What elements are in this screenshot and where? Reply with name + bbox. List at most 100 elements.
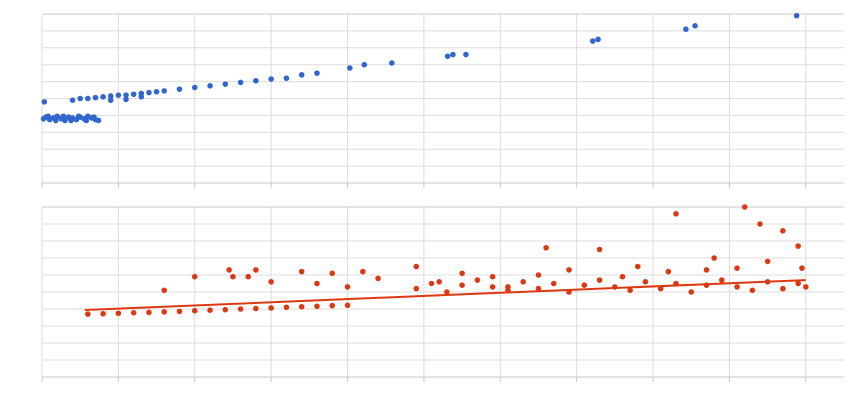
point: [793, 12, 800, 19]
point: [474, 277, 481, 283]
point: [673, 211, 679, 217]
point: [749, 287, 756, 294]
point: [489, 284, 496, 290]
point: [75, 113, 82, 120]
point: [463, 51, 469, 58]
point: [100, 310, 106, 317]
point: [489, 273, 496, 280]
point: [642, 279, 649, 285]
point: [298, 303, 305, 310]
point: [298, 72, 305, 78]
point: [268, 279, 274, 285]
point: [692, 23, 698, 29]
point: [176, 86, 183, 93]
point: [795, 243, 801, 249]
point: [130, 309, 137, 316]
point: [237, 79, 244, 86]
point: [665, 268, 672, 275]
point: [207, 83, 213, 89]
point: [146, 89, 152, 96]
point: [450, 51, 456, 58]
point: [535, 272, 542, 278]
point: [734, 265, 740, 272]
point: [83, 117, 90, 124]
point: [361, 61, 368, 68]
point: [85, 95, 91, 102]
point: [360, 268, 366, 275]
point: [329, 302, 336, 309]
point: [314, 303, 320, 310]
point: [703, 282, 710, 289]
point: [436, 279, 442, 285]
point: [612, 284, 618, 290]
point: [688, 289, 695, 295]
point: [505, 287, 511, 294]
point: [581, 282, 588, 289]
point: [161, 88, 168, 94]
point: [459, 270, 465, 277]
point: [428, 280, 435, 287]
point: [764, 258, 771, 265]
point: [253, 305, 259, 312]
point: [52, 117, 59, 124]
point: [92, 94, 99, 101]
point: [764, 279, 771, 285]
point: [100, 94, 106, 100]
point: [107, 97, 114, 103]
point: [69, 97, 76, 103]
point: [803, 284, 809, 290]
point: [347, 65, 353, 71]
point: [138, 94, 145, 100]
point: [77, 95, 83, 102]
point: [329, 270, 336, 277]
point: [520, 279, 526, 285]
point: [673, 280, 679, 287]
point: [780, 285, 786, 292]
point: [799, 265, 805, 272]
point: [191, 84, 198, 91]
point: [619, 273, 626, 280]
point: [268, 76, 274, 82]
point: [444, 53, 451, 60]
point: [222, 306, 229, 313]
point: [795, 280, 801, 287]
point: [123, 92, 129, 98]
point: [459, 282, 465, 289]
point: [91, 114, 97, 120]
point: [657, 285, 664, 292]
point: [413, 263, 420, 270]
point: [444, 289, 450, 295]
point: [176, 308, 183, 315]
point: [595, 36, 601, 43]
point: [253, 77, 259, 84]
point: [298, 268, 305, 275]
point: [634, 263, 641, 270]
point: [389, 60, 395, 66]
point: [344, 284, 351, 290]
point: [226, 267, 232, 273]
point: [344, 302, 351, 309]
point: [161, 287, 168, 294]
point: [550, 280, 557, 287]
point: [85, 311, 91, 317]
point: [741, 204, 748, 210]
point: [222, 81, 229, 87]
point: [107, 93, 114, 99]
point: [45, 113, 51, 120]
point: [627, 287, 633, 294]
point: [375, 275, 381, 282]
point: [130, 91, 137, 98]
point: [734, 284, 740, 290]
point: [62, 117, 68, 124]
point: [60, 113, 67, 120]
point: [780, 228, 786, 234]
point: [566, 267, 572, 273]
point: [68, 117, 74, 124]
point: [207, 307, 213, 313]
point: [115, 310, 122, 317]
point: [283, 304, 290, 311]
point: [146, 309, 152, 316]
point: [161, 309, 168, 315]
point: [314, 280, 320, 287]
